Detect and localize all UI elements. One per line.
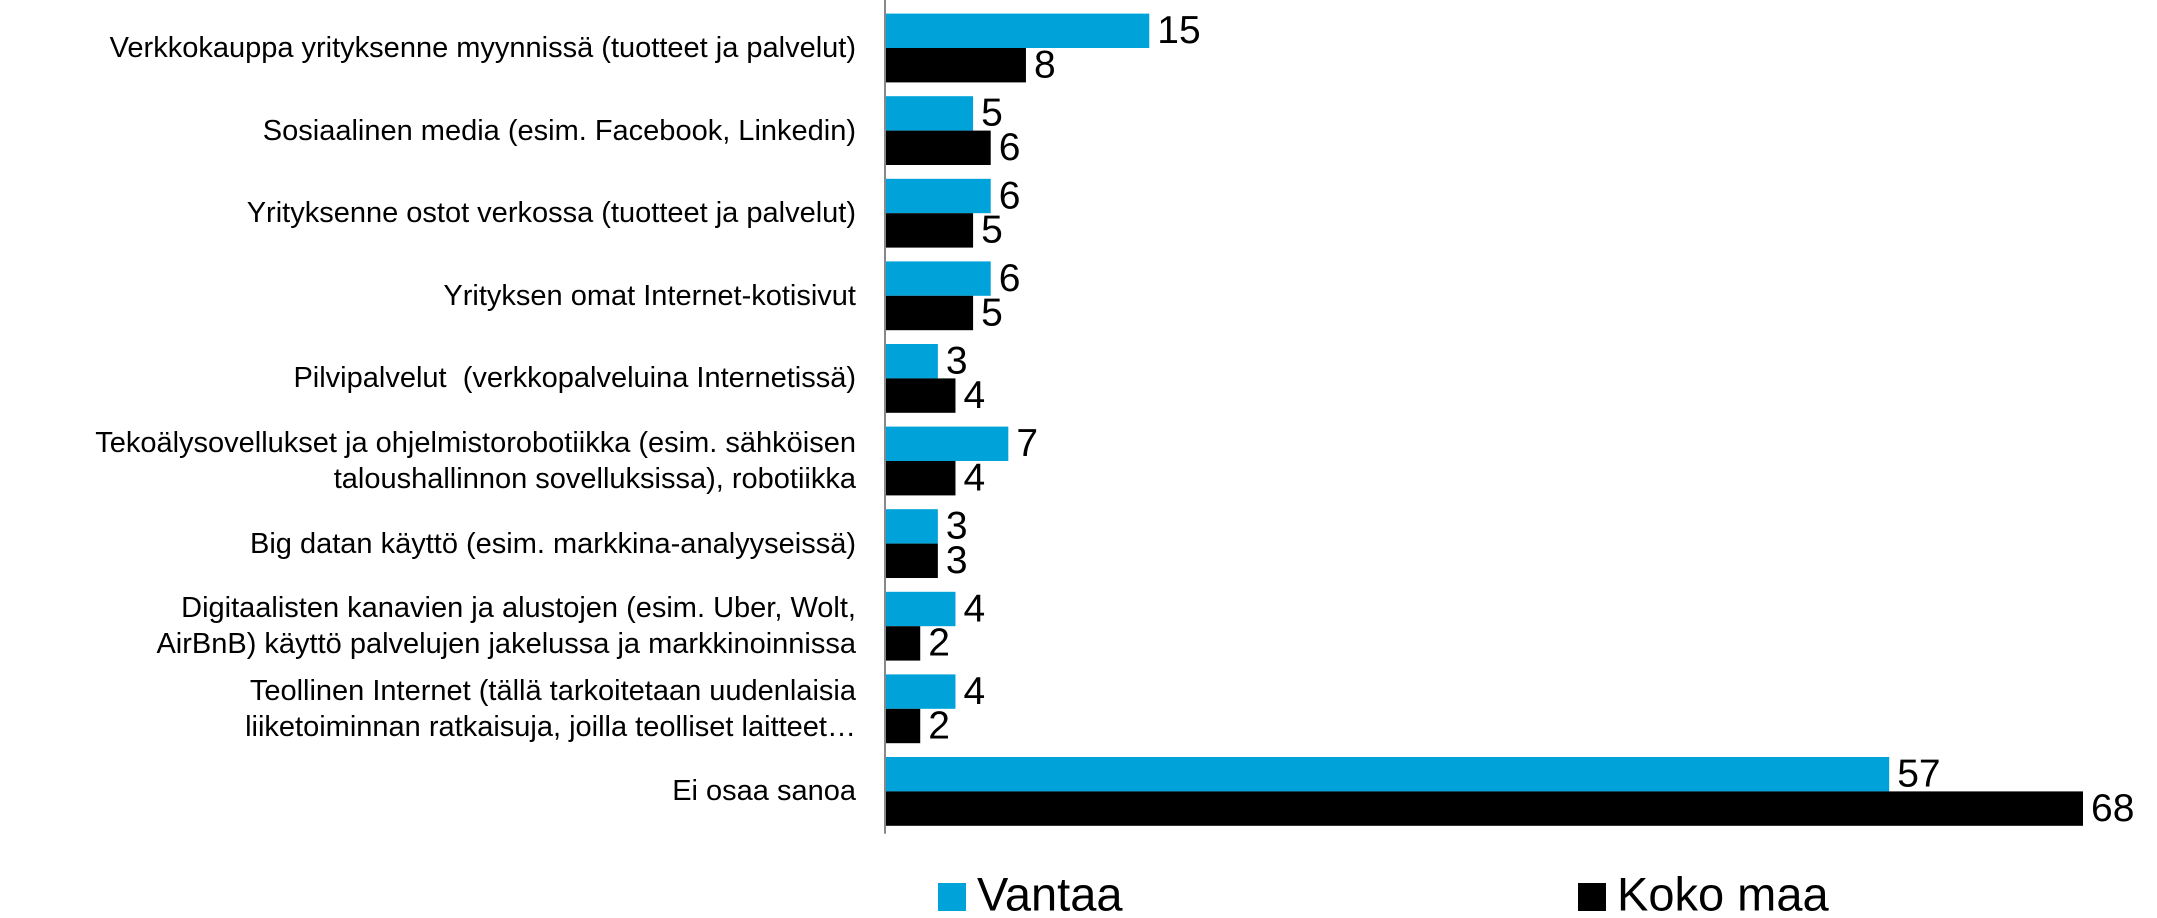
value-label: 2 [928, 622, 950, 665]
category-label: Tekoälysovellukset ja ohjelmistorobotiik… [95, 427, 856, 495]
value-label: 68 [2091, 787, 2134, 830]
value-label: 7 [1016, 422, 1038, 465]
value-label: 5 [981, 291, 1003, 334]
bar [885, 591, 956, 627]
value-label: 6 [999, 174, 1021, 217]
value-label: 5 [981, 209, 1003, 252]
bar [885, 791, 2083, 826]
category-label: Sosiaalinen media (esim. Facebook, Linke… [262, 114, 856, 147]
category-label: Digitaalisten kanavien ja alustojen (esi… [156, 592, 856, 661]
bar [885, 461, 956, 496]
category-label: Verkkokauppa yrityksenne myynnissä (tuot… [109, 32, 856, 64]
value-label: 2 [928, 704, 950, 747]
value-label: 57 [1897, 752, 1940, 795]
bar [885, 509, 938, 544]
bar [885, 48, 1026, 83]
value-label: 3 [946, 339, 968, 382]
value-label: 3 [946, 539, 968, 582]
bar [885, 708, 921, 744]
value-label: 6 [999, 257, 1021, 300]
bar [885, 213, 974, 248]
value-label: 15 [1157, 9, 1200, 52]
legend-label: Vantaa [977, 867, 1123, 918]
category-label: Yrityksenne ostot verkossa (tuotteet ja … [246, 197, 856, 230]
value-label: 4 [963, 587, 985, 630]
bar [885, 344, 938, 379]
bar [885, 378, 956, 413]
value-label: 5 [981, 92, 1003, 135]
category-label: Ei osaa sanoa [672, 775, 856, 808]
category-label: Big datan käyttö (esim. markkina-analyys… [249, 527, 856, 560]
value-label: 4 [963, 374, 985, 417]
bar [885, 757, 1890, 792]
bar [885, 295, 974, 331]
category-label: Pilvipalvelut (verkkopalveluina Internet… [293, 362, 856, 395]
legend-swatch [1578, 883, 1606, 911]
bar [885, 261, 991, 296]
bar [885, 626, 921, 661]
bar [885, 13, 1150, 49]
category-label: Teollinen Internet (tällä tarkoitetaan u… [245, 674, 856, 743]
bar [885, 674, 956, 709]
legend-swatch [938, 883, 966, 911]
bar [885, 96, 974, 131]
bar [885, 130, 991, 165]
legend-label: Koko maa [1617, 867, 1829, 918]
bar [885, 543, 938, 578]
category-label: Yrityksen omat Internet-kotisivut [443, 279, 856, 312]
bar [885, 178, 991, 214]
value-label: 3 [946, 505, 968, 548]
bar [885, 426, 1009, 461]
value-label: 6 [999, 126, 1021, 169]
value-label: 4 [963, 670, 985, 713]
value-label: 8 [1034, 43, 1056, 86]
value-label: 4 [963, 456, 985, 499]
